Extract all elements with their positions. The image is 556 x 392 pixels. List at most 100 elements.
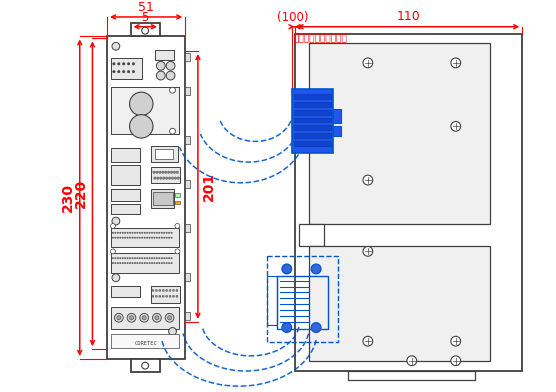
- Bar: [294, 118, 331, 122]
- Circle shape: [166, 237, 167, 238]
- Circle shape: [144, 237, 146, 238]
- Bar: [111, 307, 180, 328]
- Bar: [111, 148, 140, 162]
- Text: 51: 51: [138, 1, 154, 14]
- Circle shape: [163, 262, 165, 264]
- Circle shape: [137, 262, 138, 264]
- Circle shape: [311, 264, 321, 274]
- Circle shape: [144, 232, 146, 234]
- Circle shape: [111, 249, 116, 254]
- Circle shape: [156, 237, 158, 238]
- Circle shape: [127, 237, 128, 238]
- Text: 5: 5: [141, 11, 149, 24]
- Circle shape: [159, 295, 161, 297]
- Bar: [111, 58, 142, 80]
- Circle shape: [146, 232, 148, 234]
- Circle shape: [149, 262, 150, 264]
- Bar: [176, 201, 180, 205]
- Text: (100): (100): [277, 11, 309, 24]
- Circle shape: [171, 262, 172, 264]
- Circle shape: [168, 237, 170, 238]
- Bar: [309, 245, 490, 361]
- Circle shape: [171, 237, 172, 238]
- Circle shape: [115, 237, 116, 238]
- Circle shape: [129, 237, 131, 238]
- Circle shape: [129, 258, 131, 259]
- Circle shape: [169, 289, 171, 291]
- Circle shape: [127, 258, 128, 259]
- Circle shape: [166, 258, 167, 259]
- Bar: [151, 285, 180, 303]
- Bar: [111, 189, 140, 201]
- Bar: [111, 253, 180, 273]
- Circle shape: [168, 328, 176, 335]
- Circle shape: [151, 258, 153, 259]
- Circle shape: [151, 232, 153, 234]
- Circle shape: [363, 336, 373, 346]
- Circle shape: [155, 316, 159, 320]
- Circle shape: [122, 258, 123, 259]
- Circle shape: [451, 336, 460, 346]
- Circle shape: [112, 232, 114, 234]
- Circle shape: [166, 232, 167, 234]
- Circle shape: [168, 258, 170, 259]
- Circle shape: [134, 258, 136, 259]
- Circle shape: [149, 232, 150, 234]
- Circle shape: [160, 177, 162, 179]
- Circle shape: [165, 313, 174, 322]
- Circle shape: [115, 313, 123, 322]
- Circle shape: [132, 262, 133, 264]
- Circle shape: [125, 258, 126, 259]
- Circle shape: [137, 237, 138, 238]
- Bar: [111, 87, 180, 134]
- Circle shape: [146, 237, 148, 238]
- Circle shape: [161, 232, 162, 234]
- Circle shape: [158, 171, 161, 173]
- Circle shape: [112, 42, 120, 50]
- Circle shape: [127, 262, 128, 264]
- Circle shape: [112, 217, 120, 225]
- Circle shape: [168, 232, 170, 234]
- Circle shape: [141, 237, 143, 238]
- Bar: [155, 149, 172, 159]
- Text: コネクタ頬飛び出し量: コネクタ頬飛び出し量: [294, 34, 348, 44]
- Circle shape: [156, 232, 158, 234]
- Circle shape: [153, 262, 155, 264]
- Circle shape: [111, 223, 116, 229]
- Circle shape: [149, 258, 150, 259]
- Circle shape: [141, 258, 143, 259]
- Circle shape: [168, 316, 172, 320]
- Bar: [151, 167, 180, 183]
- Bar: [185, 87, 190, 95]
- Circle shape: [282, 323, 292, 332]
- Circle shape: [451, 356, 460, 366]
- Bar: [294, 110, 331, 114]
- Circle shape: [120, 237, 121, 238]
- Bar: [111, 205, 140, 214]
- Circle shape: [112, 274, 120, 281]
- Circle shape: [166, 262, 167, 264]
- Circle shape: [152, 313, 161, 322]
- Circle shape: [158, 237, 160, 238]
- Circle shape: [166, 62, 175, 70]
- Circle shape: [142, 362, 148, 369]
- Bar: [155, 50, 175, 60]
- Circle shape: [156, 171, 158, 173]
- Circle shape: [161, 237, 162, 238]
- Circle shape: [451, 122, 460, 131]
- Circle shape: [115, 232, 116, 234]
- Circle shape: [144, 258, 146, 259]
- Bar: [332, 109, 340, 123]
- Circle shape: [172, 289, 175, 291]
- Circle shape: [122, 237, 123, 238]
- Bar: [107, 36, 185, 359]
- Bar: [151, 189, 175, 209]
- Circle shape: [112, 237, 114, 238]
- Circle shape: [170, 128, 176, 134]
- Circle shape: [112, 258, 114, 259]
- Bar: [295, 34, 522, 370]
- Circle shape: [161, 262, 162, 264]
- Circle shape: [156, 295, 157, 297]
- Text: 230: 230: [61, 183, 75, 212]
- Circle shape: [132, 237, 133, 238]
